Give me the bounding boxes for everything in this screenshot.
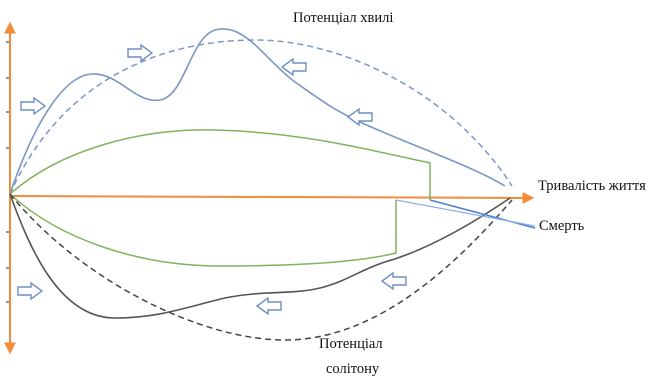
direction-arrow-icon xyxy=(281,58,307,76)
green-upper-curve xyxy=(9,129,431,200)
vertical-axis-ticks xyxy=(6,41,9,303)
lifespan-axis xyxy=(9,191,535,204)
death-line-lower xyxy=(395,199,536,227)
wave-potential-label: Потенціал хвилі xyxy=(293,10,394,26)
green-lower-curve xyxy=(9,193,397,267)
direction-arrow-icon xyxy=(256,297,282,315)
soliton-potential-dashed-curve xyxy=(9,193,513,341)
lifespan-label: Тривалість життя xyxy=(538,178,646,194)
direction-arrow-icon xyxy=(127,44,153,62)
wave-potential-dashed-curve xyxy=(9,39,513,195)
direction-arrow-icon xyxy=(20,97,46,115)
soliton-potential-label: Потенціал xyxy=(319,336,383,352)
soliton-potential-label-line2: солітону xyxy=(326,361,380,377)
wave-potential-curve xyxy=(9,28,506,195)
direction-arrow-icon xyxy=(381,272,407,290)
soliton-potential-curve xyxy=(9,193,511,319)
direction-arrow-icon xyxy=(17,282,43,300)
death-label: Смерть xyxy=(539,218,585,234)
death-line-upper xyxy=(429,199,536,229)
